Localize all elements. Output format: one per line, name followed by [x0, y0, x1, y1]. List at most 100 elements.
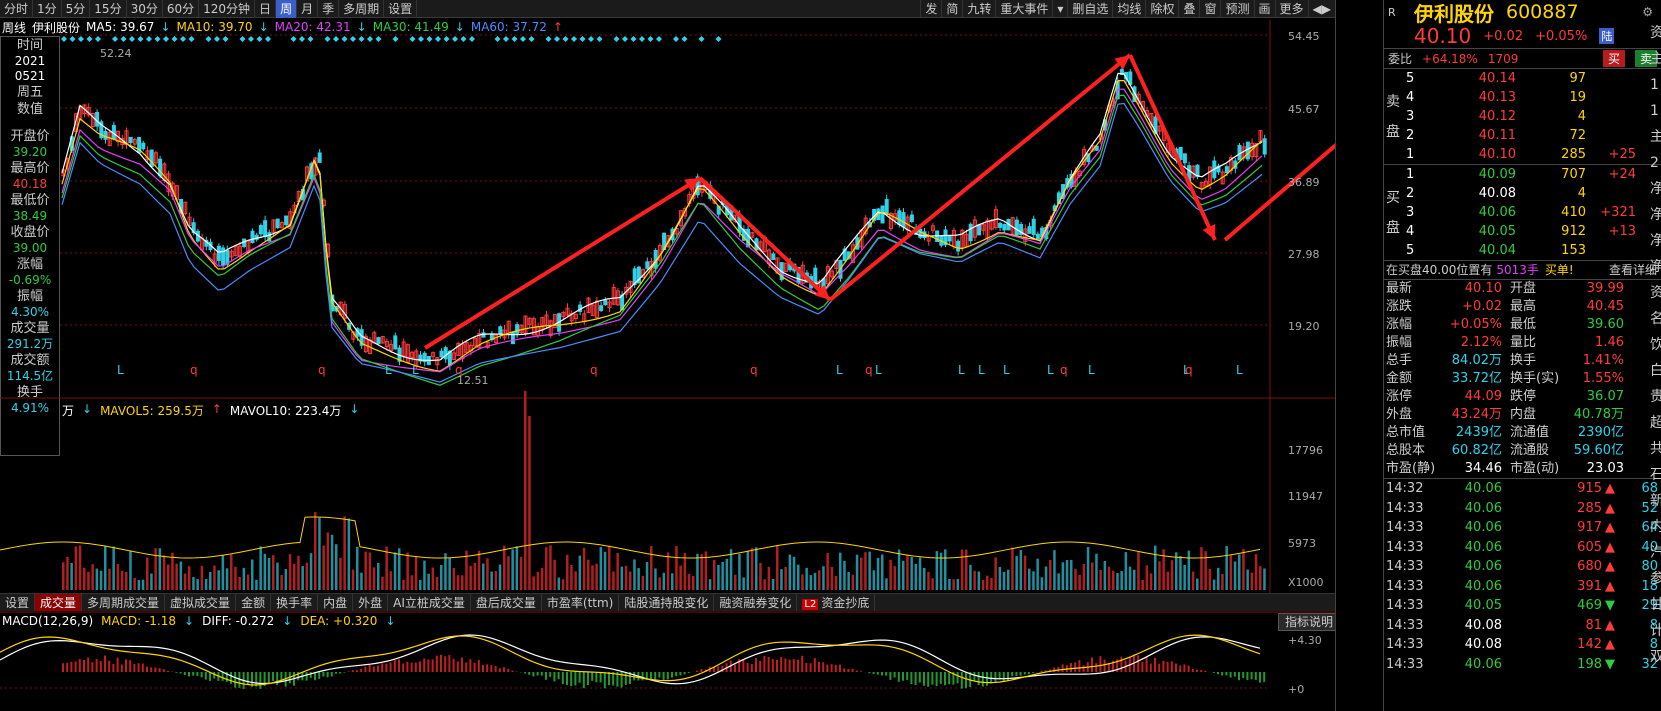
toolbar-button-10[interactable]: 预测: [1220, 0, 1253, 18]
indicator-tab-9[interactable]: 盘后成交量: [471, 594, 542, 611]
user-icon[interactable]: ⚙: [1642, 5, 1653, 19]
macd-bar: [906, 672, 909, 680]
min-price-label: 12.51: [457, 374, 489, 387]
stat-cell: +0.05%: [1449, 317, 1502, 332]
indicator-tab-10[interactable]: 市盈率(ttm): [542, 594, 620, 611]
toolbar-button-8[interactable]: 叠: [1178, 0, 1199, 18]
indicator-tab-3[interactable]: 虚拟成交量: [165, 594, 237, 611]
indicator-tab-0[interactable]: 设置: [0, 594, 36, 611]
toolbar-button-7[interactable]: 除权: [1145, 0, 1178, 18]
vol-cell: 707: [1561, 167, 1586, 182]
indicator-tab-2[interactable]: 多周期成交量: [82, 594, 166, 611]
order-detail-link[interactable]: 查看详细: [1608, 263, 1657, 277]
toolbar-button-11[interactable]: 画: [1253, 0, 1275, 18]
candle-body: [103, 131, 108, 140]
toolbar-button-0[interactable]: 发: [920, 0, 941, 18]
toolbar-button-12[interactable]: 更多: [1274, 0, 1308, 18]
period-tab-1[interactable]: 1分: [33, 0, 62, 18]
buy-button[interactable]: 买: [1602, 50, 1625, 67]
macd-bar: [1229, 672, 1232, 678]
sell-level-row[interactable]: 4 40.13 19: [1384, 88, 1661, 107]
period-tab-0[interactable]: 分时: [0, 0, 34, 18]
tick-time: 14:33: [1386, 598, 1424, 613]
sell-button[interactable]: 卖: [1634, 50, 1657, 67]
buy-level-row[interactable]: 5 40.04 153: [1384, 241, 1661, 260]
macd-bar: [629, 672, 631, 685]
stat-cell: 流通值: [1510, 425, 1550, 440]
volume-bar: [952, 579, 955, 590]
ma-line: [61, 102, 1263, 383]
toolbar-button-5[interactable]: 删自选: [1067, 0, 1112, 18]
toolbar-button-6[interactable]: 均线: [1112, 0, 1145, 18]
period-tab-9[interactable]: 月: [297, 0, 319, 18]
toolbar-button-1[interactable]: 简: [941, 0, 962, 18]
signal-diamond-icon: [265, 36, 271, 42]
stat-cell: 23.03: [1586, 461, 1624, 476]
volume-bar: [528, 415, 531, 590]
buy-level-row[interactable]: 4 40.05 912 +13: [1384, 222, 1661, 241]
buy-level-row[interactable]: 1 40.09 707 +24: [1384, 165, 1661, 184]
period-tab-3[interactable]: 15分: [90, 0, 127, 18]
back-icon[interactable]: ◀▶: [1307, 0, 1335, 18]
buy-level-row[interactable]: 3 40.06 410 +321: [1384, 203, 1661, 222]
macd-bar: [1183, 664, 1186, 672]
toolbar-button-2[interactable]: 九转: [962, 0, 995, 18]
macd-bar: [931, 672, 934, 685]
toolbar-button-3[interactable]: 重大事件: [995, 0, 1052, 18]
sell-level-row[interactable]: 2 40.11 72: [1384, 126, 1661, 145]
volume-bar: [435, 577, 439, 590]
volume-bar: [603, 551, 607, 590]
candle-body: [393, 335, 398, 350]
candle-body: [569, 312, 574, 322]
indicator-tab-1[interactable]: 成交量: [35, 594, 83, 611]
sell-level-row[interactable]: 3 40.12 4: [1384, 107, 1661, 126]
period-tab-10[interactable]: 季: [318, 0, 340, 18]
close-label: 收盘价: [10, 225, 50, 240]
toolbar-button-4[interactable]: ▾: [1052, 0, 1067, 18]
indicator-tab-4[interactable]: 金额: [236, 594, 272, 611]
macd-bar: [986, 672, 988, 686]
trade-tick-row: 14:33 40.05 469 ▼ 29: [1384, 596, 1661, 616]
indicator-tab-7[interactable]: 外盘: [353, 594, 389, 611]
period-tab-7[interactable]: 日: [255, 0, 277, 18]
macd-bar: [1070, 662, 1072, 672]
macd-bar: [66, 662, 69, 672]
period-tab-4[interactable]: 30分: [127, 0, 163, 18]
indicator-tab-13[interactable]: L2 资金抄底: [797, 594, 876, 611]
indicator-tab-6[interactable]: 内盘: [318, 594, 354, 611]
period-tab-12[interactable]: 设置: [384, 0, 418, 18]
volume-bar: [578, 555, 582, 590]
tick-volume: 142: [1577, 637, 1602, 652]
macd-bar: [809, 663, 812, 672]
indicator-tab-11[interactable]: 陆股通持股变化: [619, 594, 715, 611]
indicator-tab-5[interactable]: 换手率: [271, 594, 319, 611]
indicator-tab-12[interactable]: 融资融券变化: [714, 594, 798, 611]
volume-bar: [872, 570, 876, 590]
indicator-help-button[interactable]: 指标说明: [1278, 613, 1341, 631]
period-tab-5[interactable]: 60分: [163, 0, 200, 18]
volume-bar: [1112, 570, 1115, 590]
period-tab-2[interactable]: 5分: [62, 0, 91, 18]
period-tab-8[interactable]: 周: [276, 0, 298, 18]
macd-bar: [801, 655, 804, 672]
candle-body: [897, 210, 902, 226]
signal-diamond-icon: [698, 36, 705, 42]
tick-count: 8: [1649, 617, 1658, 633]
macd-bar: [587, 672, 589, 686]
sell-level-row[interactable]: 1 40.10 285 +25: [1384, 145, 1661, 164]
period-tab-6[interactable]: 120分钟: [199, 0, 256, 18]
volume-bar: [960, 549, 964, 590]
open-value: 39.20: [12, 145, 48, 159]
candle-body: [888, 213, 893, 230]
indicator-tab-8[interactable]: AI立桩成交量: [388, 594, 471, 611]
webi-label: 委比: [1388, 52, 1413, 66]
candle-body: [527, 317, 532, 325]
tick-count: 8: [1649, 637, 1658, 652]
toolbar-button-9[interactable]: 窗: [1199, 0, 1220, 18]
macd-bar: [822, 662, 825, 672]
period-tab-11[interactable]: 多周期: [339, 0, 385, 18]
sell-level-row[interactable]: 5 40.14 97: [1384, 69, 1661, 88]
buy-level-row[interactable]: 2 40.08 4: [1384, 184, 1661, 203]
tick-price: 40.08: [1464, 617, 1502, 633]
